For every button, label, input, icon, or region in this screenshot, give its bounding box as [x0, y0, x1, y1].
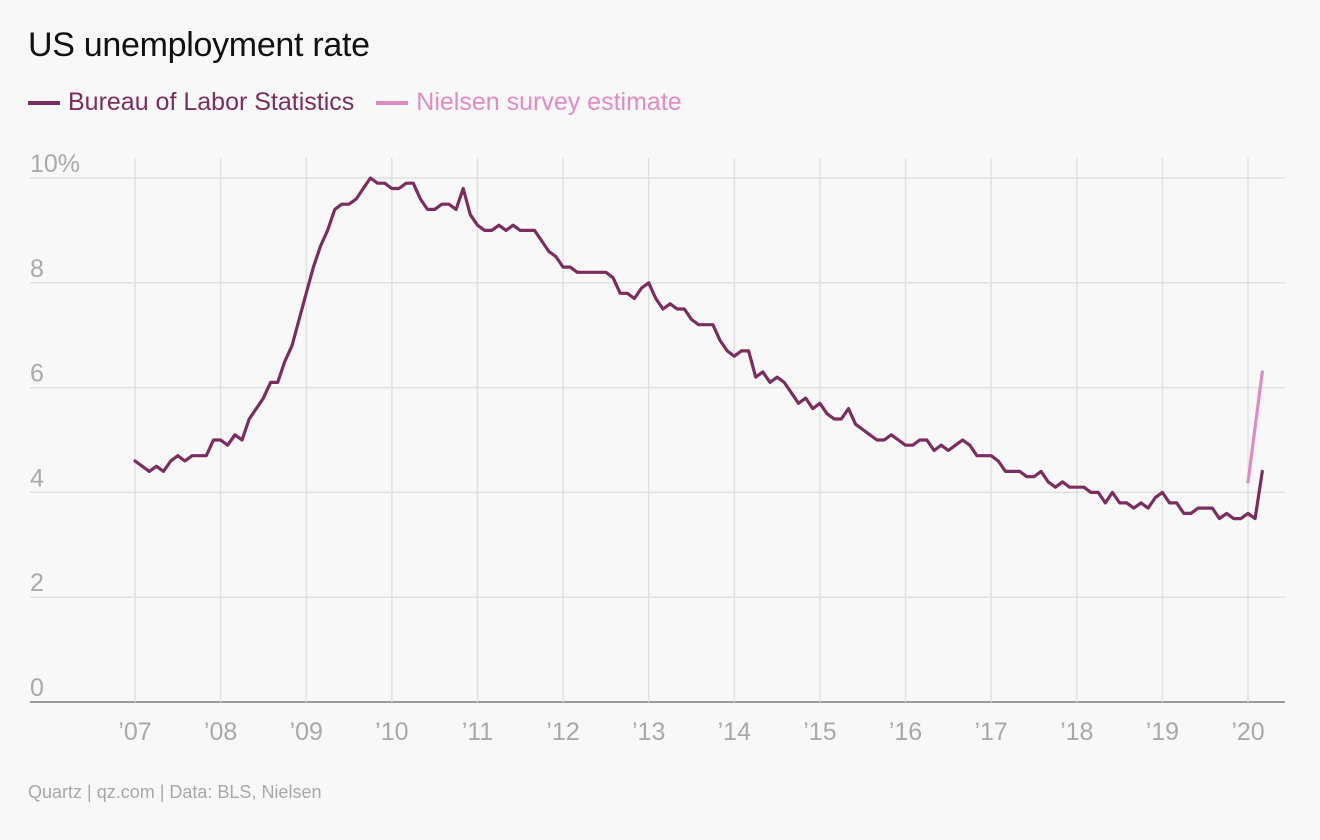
- x-tick-label: ’10: [375, 718, 408, 746]
- x-tick-label: ’15: [803, 718, 836, 746]
- x-tick-label: ’18: [1060, 718, 1093, 746]
- legend-label-bls: Bureau of Labor Statistics: [68, 88, 355, 116]
- legend-swatch-nielsen: [376, 100, 409, 105]
- chart-legend: Bureau of Labor Statistics Nielsen surve…: [28, 88, 704, 117]
- x-tick-label: ’19: [1146, 718, 1179, 746]
- x-tick-label: ’13: [632, 718, 665, 746]
- x-tick-label: ’16: [889, 718, 922, 746]
- x-tick-label: ’17: [974, 718, 1007, 746]
- legend-label-nielsen: Nielsen survey estimate: [416, 88, 682, 116]
- y-tick-label: 2: [30, 569, 44, 597]
- x-tick-label: ’12: [546, 718, 579, 746]
- x-tick-label: ’09: [290, 718, 323, 746]
- y-tick-label: 4: [30, 464, 44, 492]
- legend-item-nielsen: Nielsen survey estimate: [376, 88, 682, 117]
- source-note: Quartz | qz.com | Data: BLS, Nielsen: [28, 782, 322, 802]
- x-tick-label: ’14: [718, 718, 751, 746]
- x-tick-label: ’20: [1231, 718, 1264, 746]
- series-line-nielsen: [1246, 370, 1264, 484]
- x-tick-label: ’08: [204, 718, 237, 746]
- chart-title: US unemployment rate: [28, 26, 370, 64]
- series-line-bls: [133, 176, 1264, 521]
- legend-swatch-bls: [28, 100, 60, 105]
- y-tick-label: 10%: [30, 150, 80, 178]
- y-tick-label: 6: [30, 360, 44, 388]
- legend-item-bls: Bureau of Labor Statistics: [28, 88, 354, 117]
- x-tick-label: ’11: [462, 718, 494, 746]
- y-tick-label: 8: [30, 255, 44, 283]
- y-tick-label: 0: [30, 674, 44, 702]
- x-tick-label: ’07: [118, 718, 151, 746]
